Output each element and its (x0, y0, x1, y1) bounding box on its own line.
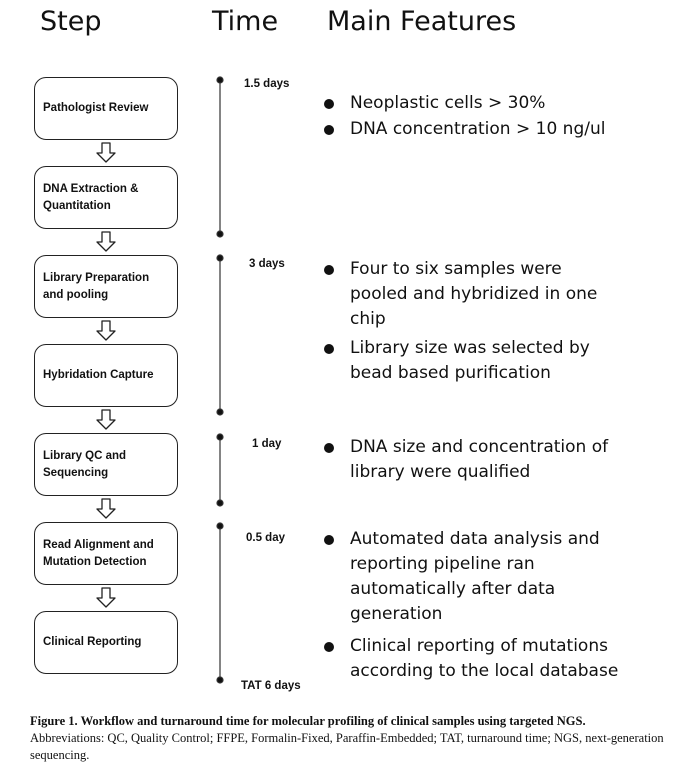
caption-body: Abbreviations: QC, Quality Control; FFPE… (30, 731, 664, 762)
timeline-segment (216, 433, 224, 507)
time-label: 3 days (249, 258, 285, 270)
header-main-features: Main Features (327, 6, 517, 37)
time-label: 1.5 days (244, 78, 290, 90)
bullet-icon (324, 535, 334, 545)
timeline-segment (216, 76, 224, 238)
bullet-icon (324, 642, 334, 652)
down-arrow-icon (95, 587, 117, 609)
bullet-icon (324, 265, 334, 275)
feature-text: Library size was selected by bead based … (350, 338, 590, 383)
down-arrow-icon (95, 231, 117, 253)
bullet-icon (324, 344, 334, 354)
feature-text: DNA concentration > 10 ng/ul (350, 119, 606, 139)
step-label: DNA Extraction & Quantitation (43, 182, 139, 212)
down-arrow-icon (95, 320, 117, 342)
header-step: Step (40, 6, 102, 37)
timeline-segment (216, 522, 224, 684)
down-arrow-icon (95, 142, 117, 164)
step-label: Library Preparation and pooling (43, 271, 150, 301)
step-box-library-preparation: Library Preparation and pooling (34, 255, 178, 318)
step-label: Hybridation Capture (43, 369, 154, 381)
feature-text: DNA size and concentration of library we… (350, 437, 609, 482)
bullet-icon (324, 99, 334, 109)
down-arrow-icon (95, 409, 117, 431)
step-box-read-alignment: Read Alignment and Mutation Detection (34, 522, 178, 585)
header-time: Time (212, 6, 279, 37)
time-label: 0.5 day (246, 532, 285, 544)
bullet-icon (324, 443, 334, 453)
caption-title: Figure 1. Workflow and turnaround time f… (30, 714, 586, 728)
time-label: TAT 6 days (241, 680, 301, 692)
step-label: Library QC and Sequencing (43, 449, 127, 479)
step-box-hybridation-capture: Hybridation Capture (34, 344, 178, 407)
feature-text: Four to six samples were pooled and hybr… (350, 259, 598, 329)
figure-caption: Figure 1. Workflow and turnaround time f… (30, 713, 690, 764)
feature-text: Clinical reporting of mutations accordin… (350, 636, 619, 681)
step-box-library-qc: Library QC and Sequencing (34, 433, 178, 496)
step-box-dna-extraction: DNA Extraction & Quantitation (34, 166, 178, 229)
step-label: Clinical Reporting (43, 636, 142, 648)
feature-text: Automated data analysis and reporting pi… (350, 529, 600, 624)
step-box-pathologist-review: Pathologist Review (34, 77, 178, 140)
feature-text: Neoplastic cells > 30% (350, 93, 546, 113)
timeline-segment (216, 254, 224, 416)
step-box-clinical-reporting: Clinical Reporting (34, 611, 178, 674)
bullet-icon (324, 125, 334, 135)
time-label: 1 day (252, 438, 282, 450)
step-label: Pathologist Review (43, 102, 149, 114)
step-label: Read Alignment and Mutation Detection (43, 538, 154, 568)
down-arrow-icon (95, 498, 117, 520)
